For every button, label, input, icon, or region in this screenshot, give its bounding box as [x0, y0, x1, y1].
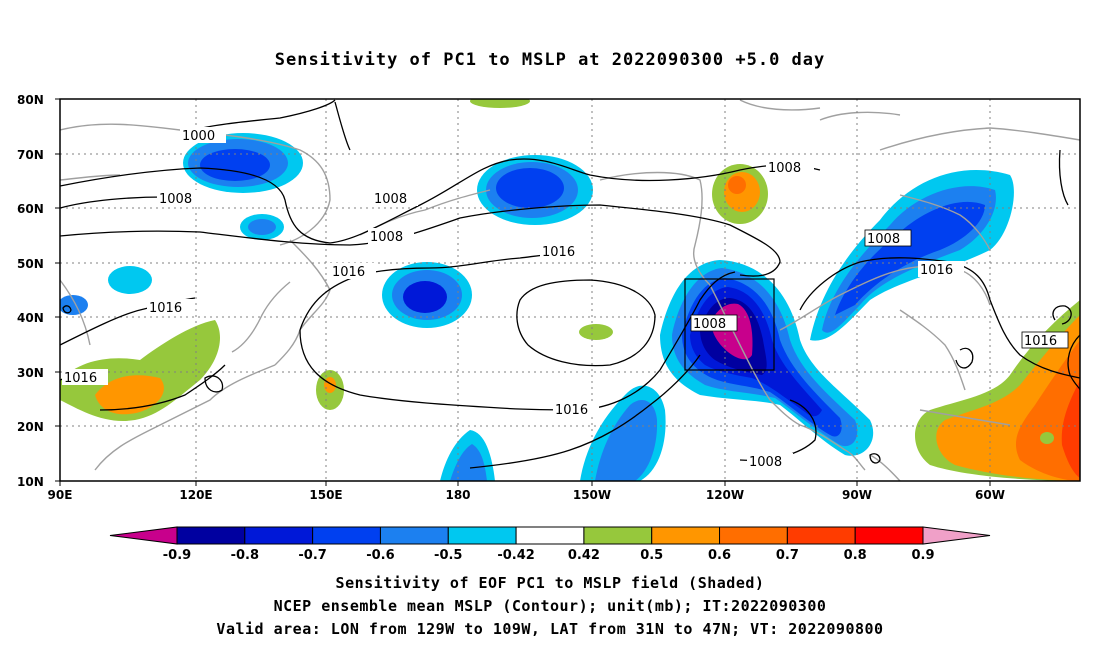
longitude-labels: 90E 120E 150E 180 150W 120W 90W 60W [48, 488, 1005, 502]
contour-label: 1000 [182, 129, 215, 144]
lat-label: 60N [17, 202, 44, 216]
caption-contour: NCEP ensemble mean MSLP (Contour); unit(… [273, 597, 827, 615]
contour-label: 1008 [374, 192, 407, 207]
contour-label: 1008 [370, 230, 403, 245]
colorbar-tick-label: -0.5 [434, 548, 462, 563]
contour-label: 1016 [64, 371, 97, 386]
contour-label: 1016 [555, 403, 588, 418]
colorbar-swatch [719, 526, 788, 545]
colorbar-swatch [515, 526, 585, 545]
colorbar-tick-label: -0.6 [366, 548, 394, 563]
lon-label: 180 [445, 488, 470, 502]
lat-label: 70N [17, 148, 44, 162]
colorbar-tick-label: 0.7 [776, 548, 799, 563]
valid-area-box [684, 278, 775, 371]
contour-label: 1016 [1024, 334, 1057, 349]
lat-label: 30N [17, 366, 44, 380]
lon-label: 120W [706, 488, 744, 502]
lon-label: 90E [48, 488, 73, 502]
coastlines [60, 99, 1080, 481]
lon-label: 150W [573, 488, 611, 502]
contour-label: 1008 [159, 192, 192, 207]
colorbar-tick-label: -0.7 [298, 548, 326, 563]
contour-label: 1008 [749, 455, 782, 470]
colorbar-tick-label: -0.9 [163, 548, 191, 563]
graticule [60, 99, 1080, 481]
lat-label: 20N [17, 420, 44, 434]
colorbar-tick-label: -0.42 [497, 548, 534, 563]
lat-label: 50N [17, 257, 44, 271]
colorbar-swatch [176, 526, 246, 545]
colorbar-swatch [447, 526, 517, 545]
latitude-labels: 80N 70N 60N 50N 40N 30N 20N 10N [17, 93, 44, 489]
map-title: Sensitivity of PC1 to MSLP at 2022090300… [274, 50, 826, 70]
colorbar-tick-label: -0.8 [231, 548, 259, 563]
colorbar-swatch [109, 526, 178, 545]
colorbar-tick-label: 0.5 [640, 548, 663, 563]
contour-label: 1008 [867, 232, 900, 247]
colorbar-swatch [922, 526, 991, 545]
colorbar-tick-label: 0.42 [568, 548, 600, 563]
colorbar-swatch [312, 526, 381, 545]
colorbar-tick-label: 0.8 [844, 548, 867, 563]
colorbar-swatch [786, 526, 856, 545]
colorbar-swatch [583, 526, 653, 545]
colorbar-swatch [854, 526, 924, 545]
colorbar-tick-label: 0.9 [911, 548, 934, 563]
caption-valid-area: Valid area: LON from 129W to 109W, LAT f… [216, 620, 884, 638]
lat-label: 10N [17, 475, 44, 489]
lon-label: 120E [179, 488, 212, 502]
caption-shaded: Sensitivity of EOF PC1 to MSLP field (Sh… [335, 574, 765, 592]
lat-label: 80N [17, 93, 44, 107]
contour-label: 1008 [693, 317, 726, 332]
contour-label: 1008 [768, 161, 801, 176]
mslp-contours [60, 99, 1080, 469]
lat-label: 40N [17, 311, 44, 325]
contour-label: 1016 [920, 263, 953, 278]
lon-label: 60W [975, 488, 1005, 502]
colorbar: -0.9 -0.8 -0.7 -0.6 -0.5 -0.42 0.42 0.5 0.6 0.7 0.… [109, 526, 991, 563]
contour-labels: 1000 1008 1008 1008 1008 1008 1008 1008 … [62, 127, 1069, 470]
lon-label: 150E [309, 488, 342, 502]
plot-frame [59, 98, 1081, 482]
longitude-axis [59, 481, 991, 486]
contour-label: 1016 [332, 265, 365, 280]
latitude-axis [55, 98, 60, 482]
contour-label: 1016 [542, 245, 575, 260]
contour-label: 1016 [149, 301, 182, 316]
lon-label: 90W [842, 488, 872, 502]
colorbar-swatch [244, 526, 314, 545]
colorbar-tick-label: 0.6 [708, 548, 731, 563]
colorbar-swatch [379, 526, 449, 545]
colorbar-swatch [651, 526, 721, 545]
